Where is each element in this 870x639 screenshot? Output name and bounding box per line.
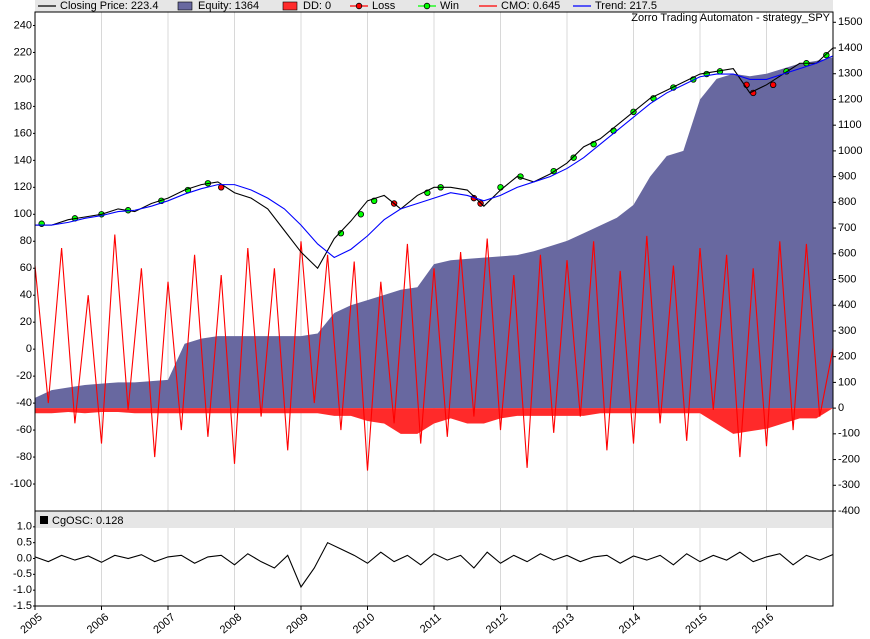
legend-label: CgOSC: 0.128 xyxy=(52,515,124,527)
line xyxy=(35,55,834,259)
y2-tick-label: 0 xyxy=(838,402,844,414)
y2-tick-label: 600 xyxy=(838,248,856,260)
trade-marker xyxy=(497,184,504,191)
y2-tick-label: 300 xyxy=(838,325,856,337)
y-tick-label: 100 xyxy=(14,208,32,220)
legend-label: Closing Price: 223.4 xyxy=(60,0,158,12)
legend-label: Win xyxy=(440,0,459,12)
legend-swatch xyxy=(355,2,363,10)
chart-title: Zorro Trading Automaton - strategy_SPY xyxy=(631,12,830,24)
y2-tick-label: -400 xyxy=(838,505,860,517)
trade-marker xyxy=(337,229,345,237)
y2-tick-label: 500 xyxy=(838,273,856,285)
y-tick-label: 180 xyxy=(14,100,32,112)
y2-tick-label: 1500 xyxy=(838,16,862,28)
y-tick-label: 0.0 xyxy=(17,552,32,564)
y-tick-label: 1.0 xyxy=(17,521,32,533)
y-tick-label: 200 xyxy=(14,73,32,85)
legend-label: Loss xyxy=(372,0,396,12)
y-tick-label: -80 xyxy=(16,451,32,463)
legend-label: DD: 0 xyxy=(303,0,331,12)
y-tick-label: 20 xyxy=(20,316,32,328)
y-tick-label: 140 xyxy=(14,154,32,166)
y-tick-label: -1.0 xyxy=(13,584,32,596)
y-tick-label: 60 xyxy=(20,262,32,274)
y2-tick-label: 800 xyxy=(838,196,856,208)
line xyxy=(34,541,834,589)
legend-swatch xyxy=(423,2,431,10)
y2-tick-label: 1100 xyxy=(838,119,862,131)
y-tick-label: -100 xyxy=(10,478,32,490)
trade-marker xyxy=(38,220,45,227)
y2-tick-label: 1000 xyxy=(838,145,862,157)
y2-tick-label: 900 xyxy=(838,171,856,183)
y-tick-label: -1.5 xyxy=(13,600,32,612)
y-tick-label: 120 xyxy=(14,181,32,193)
y-tick-label: -60 xyxy=(16,424,32,436)
y2-tick-label: -200 xyxy=(838,453,860,465)
area xyxy=(35,57,833,409)
line xyxy=(35,47,834,270)
trade-marker xyxy=(769,81,777,89)
y-tick-label: -0.5 xyxy=(13,568,32,580)
trade-marker xyxy=(823,51,830,59)
area xyxy=(35,408,833,434)
y2-tick-label: 1300 xyxy=(838,68,862,80)
legend-swatch xyxy=(40,516,48,524)
legend-label: Trend: 217.5 xyxy=(595,0,657,12)
y-tick-label: 160 xyxy=(14,127,32,139)
plot-frame xyxy=(34,510,834,607)
y-tick-label: 80 xyxy=(20,235,32,247)
trade-marker xyxy=(570,154,577,161)
legend-label: CMO: 0.645 xyxy=(501,0,560,12)
y2-tick-label: 1200 xyxy=(838,93,862,105)
y-tick-label: 220 xyxy=(14,46,32,58)
y2-tick-label: -300 xyxy=(838,479,860,491)
legend-label: Equity: 1364 xyxy=(198,0,259,12)
y2-tick-label: 400 xyxy=(838,299,856,311)
y-tick-label: 240 xyxy=(14,19,32,31)
y2-tick-label: -100 xyxy=(838,428,860,440)
legend-swatch xyxy=(177,1,193,11)
legend-strip xyxy=(35,511,833,528)
y-tick-label: -40 xyxy=(16,397,32,409)
y-tick-label: 0.5 xyxy=(17,537,32,549)
line xyxy=(34,234,834,471)
trade-marker xyxy=(357,211,365,218)
legend-swatch xyxy=(282,1,298,11)
y2-tick-label: 1400 xyxy=(838,42,862,54)
trade-marker xyxy=(610,127,617,134)
y2-tick-label: 100 xyxy=(838,376,856,388)
y-tick-label: 0 xyxy=(26,343,32,355)
y-tick-label: 40 xyxy=(20,289,32,301)
y2-tick-label: 200 xyxy=(838,351,856,363)
y2-tick-label: 700 xyxy=(838,222,856,234)
y-tick-label: -20 xyxy=(16,370,32,382)
